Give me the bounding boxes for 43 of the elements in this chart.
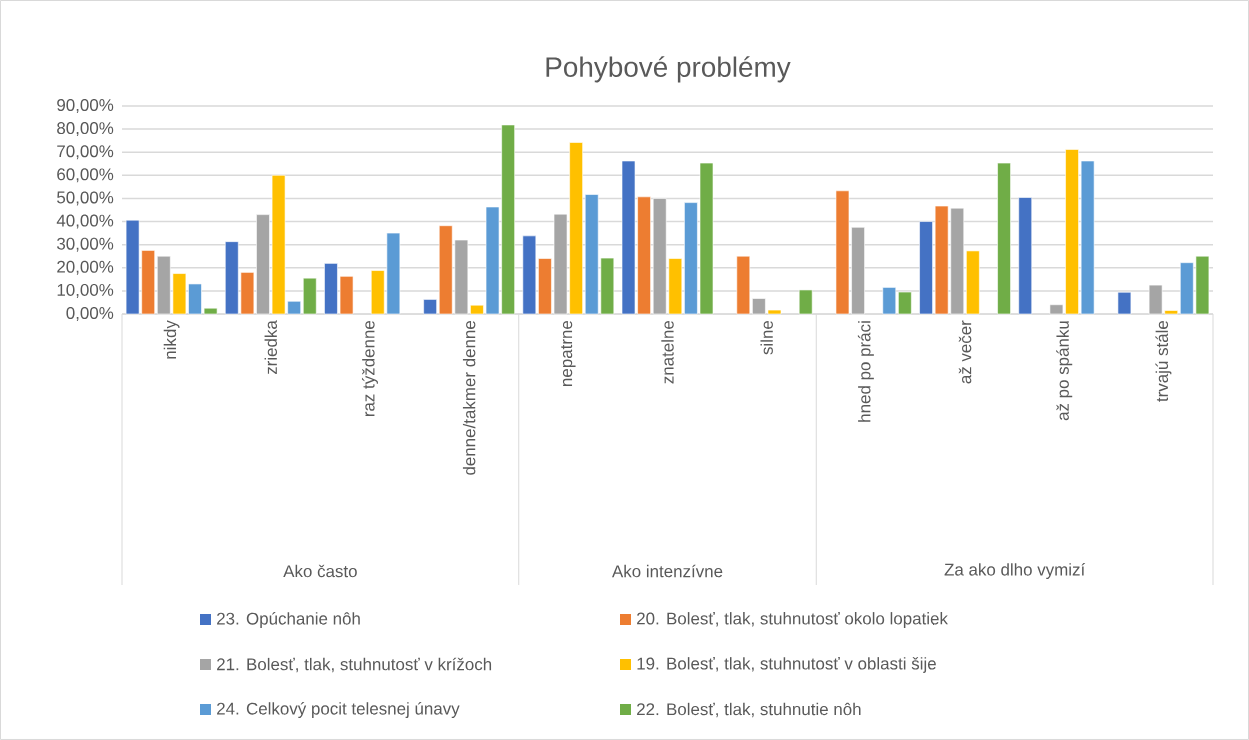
bar [1018, 197, 1033, 315]
bar [898, 291, 912, 315]
x-tick-label: silne [760, 320, 773, 355]
x-tick-label: až večer [958, 320, 972, 384]
x-tick-label: raz týždenne [361, 320, 378, 417]
bar [1117, 291, 1132, 315]
bar [798, 289, 813, 315]
bar [736, 255, 751, 315]
bar [522, 235, 537, 315]
text: Ako často [283, 564, 357, 578]
x-tick-label: hned po práci [857, 321, 874, 422]
y-tick-label: 90,00% [57, 99, 114, 113]
text: Ako intenzívne [611, 564, 723, 578]
y-tick-label: 40,00% [56, 214, 114, 229]
bar [919, 221, 933, 315]
legend-label: 19. Bolesť, tlak, stuhnutosť v oblasti šije [637, 657, 936, 673]
bar [423, 299, 437, 315]
x-tick-label: znatelne [661, 320, 674, 384]
x-tick-label: trvajú stále [1155, 320, 1172, 402]
bar [302, 277, 317, 315]
y-tick-label: 0,00% [66, 306, 114, 321]
x-tick-label: nikdy [163, 320, 180, 359]
bar [997, 162, 1011, 315]
legend-label: 23. Opúchanie nôh [217, 611, 360, 628]
legend-label: 22. Bolesť, tlak, stuhnutie nôh [637, 702, 861, 718]
x-tick-label: nepatrne [561, 320, 576, 386]
text: Za ako dlho vymizí [944, 563, 1086, 579]
x-tick-label: denne/takmer denne [462, 320, 476, 475]
y-tick-label: 70,00% [57, 145, 114, 160]
chart-title: Pohybové problémy [546, 56, 791, 83]
x-tick-label: zriedka [264, 320, 278, 375]
legend-label: 20. Bolesť, tlak, stuhnutosť okolo lopatiek [637, 612, 948, 628]
y-tick-label: 20,00% [57, 260, 114, 275]
bar [966, 250, 980, 315]
legend-label: 24. Celkový pocit telesnej únavy [217, 701, 460, 718]
y-tick-label: 80,00% [57, 122, 114, 137]
y-tick-label: 50,00% [57, 191, 114, 206]
y-tick-label: 10,00% [57, 283, 114, 298]
x-tick-label: až po spánku [1056, 321, 1073, 421]
bar [882, 287, 897, 315]
y-tick-label: 60,00% [57, 168, 114, 183]
legend-label: 21. Bolesť, tlak, stuhnutosť v krížoch [217, 657, 492, 673]
y-tick-label: 30,00% [57, 237, 114, 252]
